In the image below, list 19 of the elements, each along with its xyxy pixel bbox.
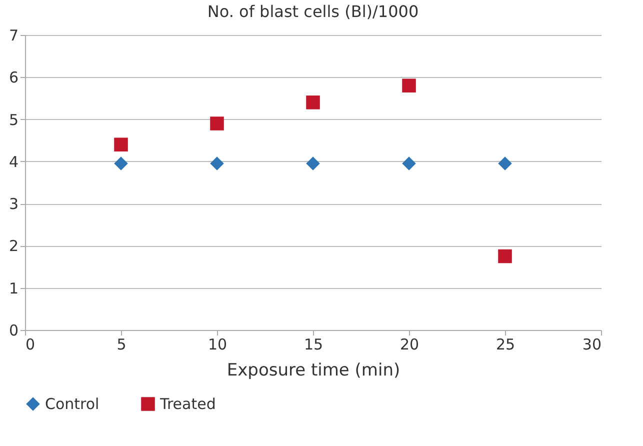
legend-label: Control (45, 395, 100, 413)
y-tick-label: 5 (8, 110, 18, 129)
x-tick-label: 20 (400, 336, 420, 354)
x-tick-label: 30 (582, 336, 602, 354)
x-tick-label: 15 (304, 336, 324, 354)
y-tick-label: 7 (8, 26, 18, 44)
y-tick-label: 1 (8, 279, 18, 298)
x-tick-label: 0 (26, 336, 36, 354)
y-tick-label: 2 (8, 237, 18, 256)
y-tick-label: 3 (8, 195, 18, 214)
y-tick-label: 6 (8, 68, 18, 87)
x-tick-label: 25 (496, 336, 516, 354)
x-axis-title: Exposure time (min) (226, 360, 400, 380)
chart-title: No. of blast cells (Bl)/1000 (207, 2, 419, 21)
x-tick-label: 5 (116, 336, 126, 354)
y-tick-label: 4 (8, 152, 18, 171)
legend-label: Treated (159, 395, 216, 413)
y-tick-label: 0 (8, 322, 18, 340)
x-tick-label: 10 (208, 336, 228, 354)
